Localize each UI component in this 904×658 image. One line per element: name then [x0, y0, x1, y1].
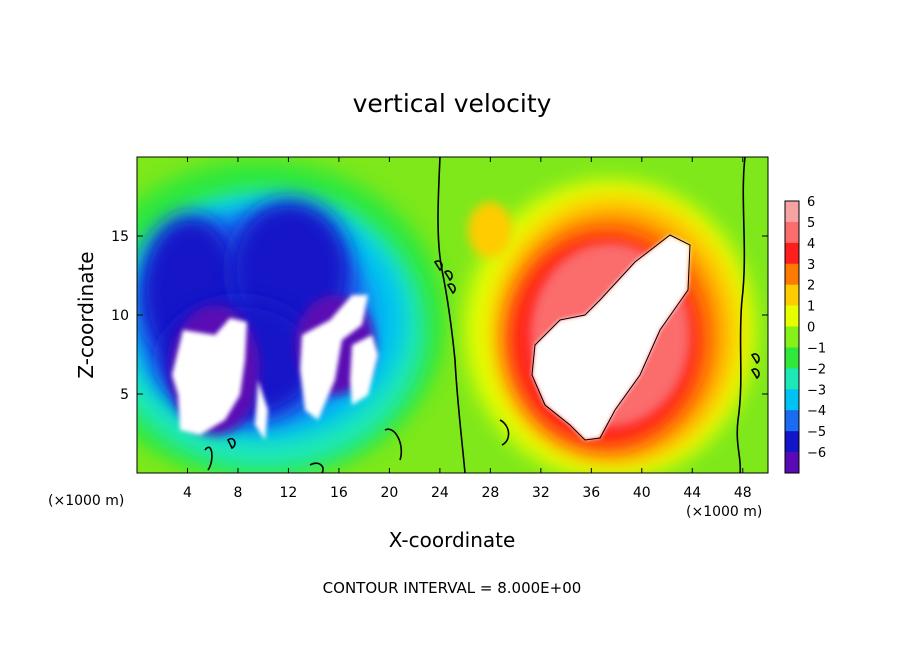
colorbar-swatch	[785, 263, 799, 286]
colorbar-swatch	[785, 221, 799, 244]
x-tick-label: 20	[380, 485, 398, 501]
x-tick-label: 12	[280, 485, 298, 501]
x-tick-label: 44	[683, 485, 701, 501]
colorbar-label: −5	[807, 425, 826, 440]
colorbar-label: −4	[807, 404, 826, 419]
colorbar-label: 5	[807, 216, 815, 231]
y-tick-label: 10	[111, 308, 129, 324]
x-tick-label: 24	[431, 485, 449, 501]
colorbar-swatch	[785, 305, 799, 328]
x-tick-label: 36	[582, 485, 600, 501]
colorbar-swatch	[785, 201, 799, 223]
colorbar-label: 3	[807, 258, 815, 273]
colorbar-swatch	[785, 452, 799, 474]
contour-interval: CONTOUR INTERVAL = 8.000E+00	[323, 579, 582, 597]
colorbar-swatch	[785, 431, 799, 453]
y-tick-label: 15	[111, 229, 129, 245]
colorbar-label: 6	[807, 195, 815, 210]
x-unit-right: (×1000 m)	[686, 504, 762, 520]
colorbar-label: −1	[807, 341, 826, 356]
colorbar-label: −6	[807, 446, 826, 461]
colorbar-label: 4	[807, 237, 815, 252]
colorbar-swatch	[785, 389, 799, 411]
colorbar-label: 0	[807, 321, 815, 336]
positive-region	[465, 180, 755, 473]
x-axis-ticks: 4 8 12 16 20 24 28 32 36 40 44 48	[183, 157, 752, 501]
colorbar-swatch	[785, 347, 799, 369]
x-tick-label: 40	[633, 485, 651, 501]
y-tick-label: 5	[120, 387, 129, 403]
negative-region	[137, 160, 445, 473]
x-axis-label: X-coordinate	[389, 528, 516, 552]
colorbar-frame	[784, 200, 800, 474]
colorbar-swatch	[785, 242, 799, 265]
x-unit-left: (×1000 m)	[48, 493, 124, 509]
heatmap-field	[137, 157, 768, 473]
colorbar-swatch	[785, 326, 799, 348]
chart-title: vertical velocity	[353, 89, 552, 118]
x-tick-label: 16	[330, 485, 348, 501]
y-axis-ticks: 5 10 15	[111, 229, 768, 403]
colorbar-swatch	[785, 284, 799, 307]
colorbar-swatch	[785, 410, 799, 432]
contour-lines	[204, 157, 760, 473]
x-tick-label: 8	[233, 485, 242, 501]
colorbar-label: 2	[807, 279, 815, 294]
colorbar-swatch	[785, 368, 799, 390]
x-tick-label: 32	[532, 485, 550, 501]
colorbar-label: −3	[807, 383, 826, 398]
y-axis-label: Z-coordinate	[74, 251, 98, 378]
x-tick-label: 4	[183, 485, 192, 501]
colorbar-label: 1	[807, 300, 815, 315]
colorbar-label: −2	[807, 362, 826, 377]
colorbar: 6 5 4 3 2 1 0 −1 −2 −3 −4 −5 −6	[784, 195, 826, 474]
x-tick-label: 28	[481, 485, 499, 501]
x-tick-label: 48	[734, 485, 752, 501]
